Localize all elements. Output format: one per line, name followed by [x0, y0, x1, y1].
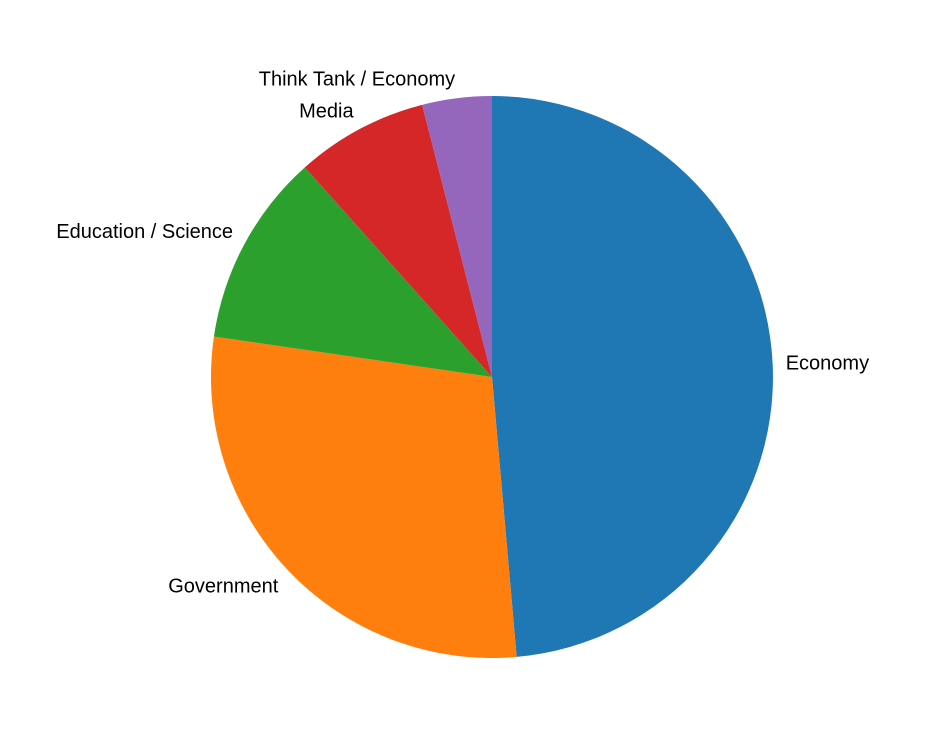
pie-label-government: Government	[168, 576, 278, 598]
pie-labels: Economy Government Education / Science Medi…	[56, 68, 869, 597]
pie-slices	[211, 96, 773, 658]
pie-label-education-science: Education / Science	[56, 221, 233, 243]
pie-label-think-tank-economy: Think Tank / Economy	[259, 68, 455, 90]
pie-slice-government	[211, 336, 517, 658]
pie-slice-think-tank-economy	[422, 96, 492, 377]
pie-label-media: Media	[299, 101, 354, 123]
pie-label-economy: Economy	[786, 352, 869, 374]
pie-slice-media	[304, 104, 492, 377]
pie-slice-economy	[492, 96, 773, 657]
pie-slice-education-science	[213, 167, 492, 377]
